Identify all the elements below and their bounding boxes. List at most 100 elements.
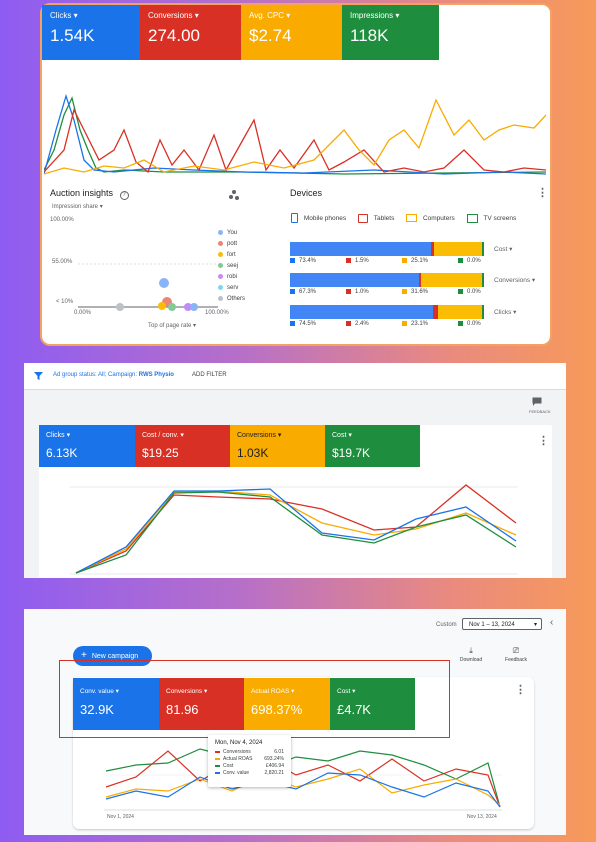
- feedback-icon: ⎚: [512, 646, 520, 655]
- legend-swatch: [290, 258, 295, 263]
- device-share-value: 31.6%: [402, 289, 428, 295]
- metric-tile-impressions[interactable]: Impressions 118K: [342, 5, 439, 60]
- legend-swatch: [290, 321, 295, 326]
- tooltip-row: Cost £406.94: [215, 763, 284, 770]
- device-share-value: 0.0%: [458, 289, 481, 295]
- metric-value: 274.00: [148, 26, 200, 45]
- device-share-value: 23.1%: [402, 321, 428, 327]
- top-of-page-rate-dropdown[interactable]: Top of page rate ▾: [148, 323, 197, 329]
- metric-label: Conversions: [166, 687, 237, 695]
- metric-tile-conversions[interactable]: Conversions 1.03K: [230, 425, 325, 467]
- device-share-bar: [290, 305, 484, 319]
- metric-label: Avg. CPC: [249, 11, 334, 20]
- metric-tile-cost[interactable]: Cost £4.7K: [330, 678, 415, 730]
- metric-tile-avg-cpc[interactable]: Avg. CPC $2.74: [241, 5, 342, 60]
- legend-swatch: [346, 289, 351, 294]
- legend-item-others: Others: [218, 294, 245, 305]
- filter-summary[interactable]: Ad group status: All; Campaign: RWS Phys…: [53, 372, 174, 378]
- add-filter-button[interactable]: ADD FILTER: [192, 372, 227, 378]
- device-metric-dropdown[interactable]: Conversions ▾: [494, 277, 536, 284]
- device-share-segment: [421, 273, 483, 287]
- tooltip-rows: Conversions 6.01 Actual ROAS 693.24% Cost £40…: [215, 749, 284, 777]
- series-line-blue: [44, 93, 546, 175]
- date-range-picker[interactable]: Nov 1 – 13, 2024 ▾: [462, 618, 542, 630]
- more-options-icon[interactable]: ⋮: [537, 187, 548, 199]
- tooltip-row: Conversions 6.01: [215, 749, 284, 756]
- device-share-value: 73.4%: [290, 258, 316, 264]
- metric-tile-conv-value[interactable]: Conv. value 32.9K: [73, 678, 159, 730]
- metric-tile-conversions[interactable]: Conversions 274.00: [140, 5, 241, 60]
- legend-item-fort: fort: [218, 250, 245, 261]
- download-button[interactable]: ⤓ Download: [455, 646, 487, 663]
- device-share-bar: [290, 242, 484, 256]
- device-share-value: 74.5%: [290, 321, 316, 327]
- legend-swatch: [346, 258, 351, 263]
- scatter-point: [168, 303, 176, 311]
- legend-swatch: [458, 289, 463, 294]
- legend-swatch: [402, 321, 407, 326]
- help-icon[interactable]: ?: [119, 191, 129, 200]
- chevron-left-icon[interactable]: ‹: [550, 617, 554, 628]
- metric-value: $19.7K: [332, 446, 371, 460]
- metric-label: Impressions: [350, 11, 431, 20]
- highlight-box: [59, 660, 450, 738]
- campaign-line-chart: [104, 748, 502, 811]
- tooltip-title: Mon, Nov 4, 2024: [215, 740, 263, 746]
- y-axis-label-mid: 55.00%: [52, 259, 73, 265]
- feedback-button[interactable]: ⎚ Feedback: [500, 646, 532, 663]
- metric-value: 6.13K: [46, 446, 78, 460]
- more-options-icon[interactable]: ⋮: [538, 435, 549, 447]
- device-share-value: 2.4%: [346, 321, 369, 327]
- feedback-label[interactable]: FEEDBACK: [529, 409, 551, 414]
- device-share-value: 0.0%: [458, 321, 481, 327]
- tv-screen-icon: [466, 213, 478, 223]
- series-line-blue: [105, 772, 501, 808]
- tooltip-row: Actual ROAS 693.24%: [215, 756, 284, 763]
- metric-label: Conv. value: [80, 687, 152, 695]
- metric-value: $19.25: [142, 446, 179, 460]
- filtered-line-chart: [70, 484, 518, 575]
- chart-tooltip: Mon, Nov 4, 2024 Conversions 6.01 Actual R…: [208, 735, 291, 787]
- plus-icon: +: [81, 650, 87, 661]
- tooltip-row: Conv. value 2,820.21: [215, 770, 284, 777]
- device-share-bar: [290, 273, 485, 287]
- metric-tile-cost[interactable]: Cost $19.7K: [325, 425, 420, 467]
- more-options-icon[interactable]: ⋮: [515, 684, 526, 696]
- computer-icon: [406, 214, 418, 222]
- scatter-point: [184, 303, 192, 311]
- legend-item-seej: seej: [218, 261, 245, 272]
- device-share-segment: [419, 273, 422, 287]
- series-line-blue: [75, 488, 517, 574]
- metric-value: 118K: [350, 26, 389, 45]
- legend-swatch: [402, 289, 407, 294]
- auction-insights-title: Auction insights ?: [50, 188, 129, 200]
- metric-tile-clicks[interactable]: Clicks 1.54K: [42, 5, 140, 60]
- device-share-segment: [290, 305, 434, 319]
- metric-label: Cost: [337, 687, 408, 695]
- new-campaign-button[interactable]: + New campaign: [73, 646, 152, 666]
- mobile-phone-icon: [291, 213, 298, 223]
- metric-tile-conversions[interactable]: Conversions 81.96: [159, 678, 244, 730]
- auction-scatter-icon[interactable]: [228, 189, 240, 201]
- metric-label: Actual ROAS: [251, 687, 323, 695]
- metric-tile-cost-per-conv[interactable]: Cost / conv. $19.25: [135, 425, 230, 467]
- metric-value: 698.37%: [251, 702, 303, 717]
- metric-value: $2.74: [249, 26, 292, 45]
- filter-icon[interactable]: [34, 372, 43, 380]
- performance-line-chart: [44, 93, 546, 175]
- metric-tile-clicks[interactable]: Clicks 6.13K: [39, 425, 135, 467]
- series-line-green: [105, 748, 501, 808]
- impression-share-dropdown[interactable]: Impression share ▾: [52, 204, 103, 210]
- device-share-segment: [290, 273, 420, 287]
- auction-scatter-plot: [78, 263, 218, 311]
- series-line-green: [75, 491, 517, 574]
- device-metric-dropdown[interactable]: Cost ▾: [494, 246, 513, 253]
- metric-tile-actual-roas[interactable]: Actual ROAS 698.37%: [244, 678, 330, 730]
- metric-value: 1.03K: [237, 446, 269, 460]
- legend-swatch: [458, 258, 463, 263]
- metric-label: Conversions: [148, 11, 233, 20]
- scatter-point: [190, 303, 198, 311]
- feedback-icon[interactable]: [532, 397, 542, 406]
- metric-label: Cost: [332, 431, 413, 439]
- device-metric-dropdown[interactable]: Clicks ▾: [494, 309, 517, 316]
